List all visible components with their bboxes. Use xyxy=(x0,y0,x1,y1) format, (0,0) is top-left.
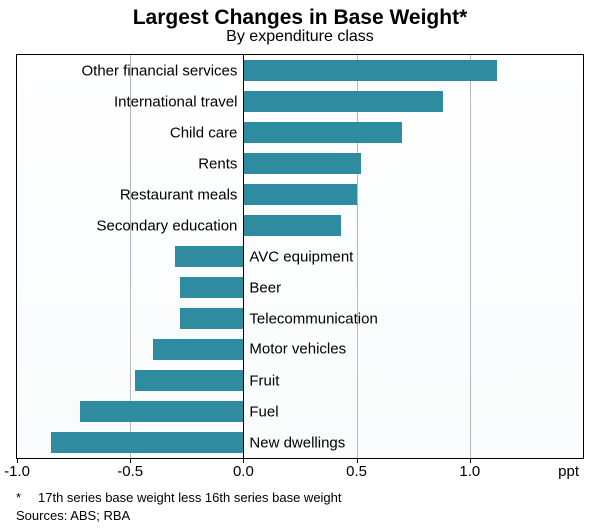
data-row: Rents xyxy=(17,148,583,179)
bar xyxy=(175,246,243,268)
category-label: AVC equipment xyxy=(249,248,353,265)
bar xyxy=(243,60,497,82)
x-tick-label: 0.5 xyxy=(346,463,367,480)
sources-text: ABS; RBA xyxy=(70,508,130,523)
category-label: Restaurant meals xyxy=(120,186,238,203)
category-label: New dwellings xyxy=(249,434,345,451)
chart-subtitle: By expenditure class xyxy=(0,28,600,46)
category-label: International travel xyxy=(114,93,237,110)
category-label: Child care xyxy=(170,124,238,141)
plot-area: -1.0-0.50.00.51.0pptOther financial serv… xyxy=(16,54,584,459)
x-tick-label: 1.0 xyxy=(459,463,480,480)
chart-container: Largest Changes in Base Weight* By expen… xyxy=(0,0,600,531)
category-label: Telecommunication xyxy=(249,310,377,327)
data-row: Telecommunication xyxy=(17,303,583,334)
data-row: Secondary education xyxy=(17,210,583,241)
category-label: Fuel xyxy=(249,403,278,420)
bar xyxy=(51,432,243,454)
data-row: International travel xyxy=(17,86,583,117)
x-tick-label: 0.0 xyxy=(233,463,254,480)
category-label: Rents xyxy=(198,155,237,172)
sources-line: Sources: ABS; RBA xyxy=(16,508,130,523)
category-label: Beer xyxy=(249,279,281,296)
bar xyxy=(243,91,442,113)
footnote-marker: * xyxy=(16,490,38,505)
footnote-text: 17th series base weight less 16th series… xyxy=(38,490,342,505)
x-tick-label: -0.5 xyxy=(117,463,143,480)
data-row: Child care xyxy=(17,117,583,148)
bar xyxy=(243,184,356,206)
chart-title: Largest Changes in Base Weight* xyxy=(0,0,600,30)
category-label: Secondary education xyxy=(96,217,237,234)
data-row: Motor vehicles xyxy=(17,334,583,365)
data-row: Fruit xyxy=(17,365,583,396)
data-row: Restaurant meals xyxy=(17,179,583,210)
category-label: Other financial services xyxy=(82,62,238,79)
data-row: Other financial services xyxy=(17,55,583,86)
data-row: AVC equipment xyxy=(17,241,583,272)
zero-line xyxy=(243,55,244,458)
bar xyxy=(135,370,244,392)
bar xyxy=(243,122,401,144)
footnote: *17th series base weight less 16th serie… xyxy=(16,490,342,505)
category-label: Motor vehicles xyxy=(249,341,346,358)
x-tick-label: -1.0 xyxy=(4,463,30,480)
bar xyxy=(243,215,340,237)
bar xyxy=(180,308,243,330)
data-row: Beer xyxy=(17,272,583,303)
sources-label: Sources: xyxy=(16,508,67,523)
category-label: Fruit xyxy=(249,372,279,389)
plot-area-wrap: -1.0-0.50.00.51.0pptOther financial serv… xyxy=(16,54,584,459)
x-axis-unit: ppt xyxy=(558,463,579,480)
bar xyxy=(180,277,243,299)
bar xyxy=(80,401,243,423)
data-row: New dwellings xyxy=(17,427,583,458)
bar xyxy=(243,153,361,175)
bar xyxy=(153,339,244,361)
data-row: Fuel xyxy=(17,396,583,427)
